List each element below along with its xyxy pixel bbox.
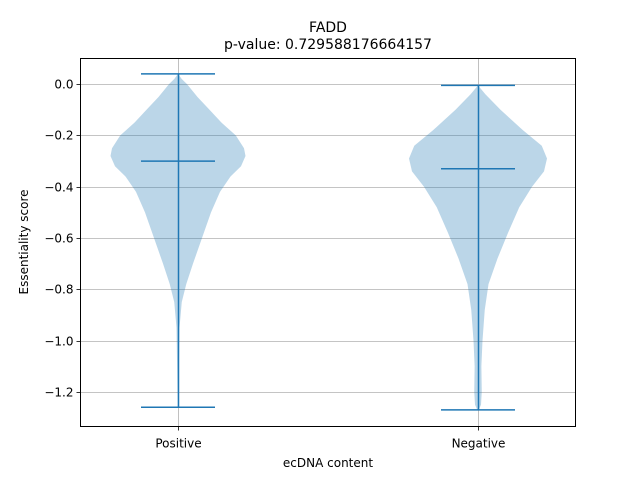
x-axis-ticks: Positive Negative bbox=[155, 426, 506, 451]
y-tick-label: −0.2 bbox=[44, 129, 73, 143]
y-tick-label: −0.8 bbox=[44, 283, 73, 297]
x-tick-label: Negative bbox=[452, 437, 506, 451]
y-tick-label: −0.4 bbox=[44, 181, 73, 195]
y-tick-label: −0.6 bbox=[44, 232, 73, 246]
chart-title: FADD bbox=[309, 20, 347, 36]
violin-stat-lines bbox=[141, 73, 515, 411]
y-axis-label: Essentiality score bbox=[17, 190, 31, 295]
x-axis-label: ecDNA content bbox=[283, 456, 373, 470]
plot-frame bbox=[80, 58, 576, 427]
y-tick-label: 0.0 bbox=[54, 78, 73, 92]
violin-bodies bbox=[110, 73, 547, 410]
y-tick-label: −1.2 bbox=[44, 386, 73, 400]
x-tick-label: Positive bbox=[155, 437, 201, 451]
chart-subtitle: p-value: 0.729588176664157 bbox=[224, 37, 432, 53]
y-tick-label: −1.0 bbox=[44, 335, 73, 349]
y-axis-ticks: 0.0 −0.2 −0.4 −0.6 −0.8 −1.0 −1.2 bbox=[44, 78, 81, 400]
